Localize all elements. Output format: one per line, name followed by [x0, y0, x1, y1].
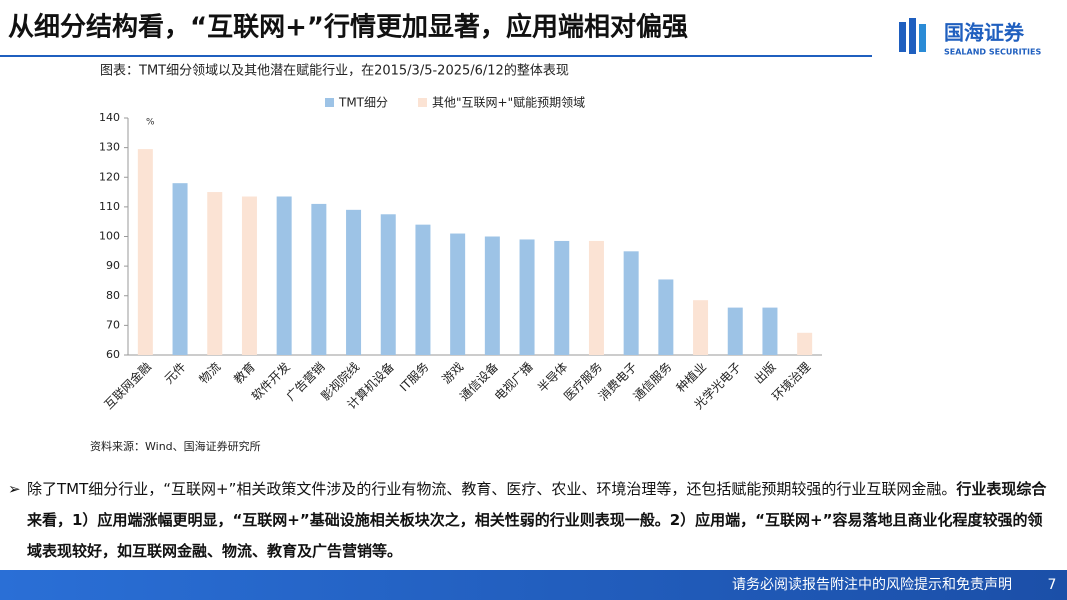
bar	[658, 279, 674, 355]
bar	[762, 307, 778, 355]
y-tick-label: 80	[106, 289, 120, 302]
bar	[241, 196, 257, 355]
bar	[311, 203, 327, 355]
bar	[450, 233, 466, 355]
legend-label: TMT细分	[338, 96, 388, 110]
x-tick-label: 环境治理	[769, 359, 814, 404]
bar	[207, 192, 223, 355]
bar	[276, 196, 292, 355]
bar	[415, 224, 431, 355]
bar	[519, 239, 535, 355]
x-tick-label: 元件	[162, 360, 189, 387]
paragraph: 除了TMT细分行业，“互联网+”相关政策文件涉及的行业有物流、教育、医疗、农业、…	[27, 474, 1048, 567]
text-segment: 除了TMT细分行业，“互联网+”相关政策文件涉及的行业有物流、教育、医疗、农业、…	[27, 480, 957, 498]
bar	[693, 300, 709, 355]
slide-title: 从细分结构看，“互联网+”行情更加显著，应用端相对偏强	[8, 12, 688, 43]
bar	[346, 209, 362, 355]
page-number: 7	[1048, 577, 1057, 593]
chart-source: 资料来源：Wind、国海证券研究所	[90, 439, 261, 453]
legend-swatch	[325, 98, 334, 107]
bar	[588, 240, 604, 355]
text-segment: 行业表现综合来看，1）应用端涨幅更明显，“互联网+”基础设施相关板块次之，相关性…	[27, 480, 1047, 560]
body-text: ➢ 除了TMT细分行业，“互联网+”相关政策文件涉及的行业有物流、教育、医疗、农业…	[8, 474, 1048, 567]
x-tick-label: 游戏	[439, 360, 466, 387]
y-tick-label: 60	[106, 348, 120, 361]
legend-label: 其他"互联网+"赋能预期领域	[432, 96, 585, 110]
y-tick-label: 120	[99, 170, 120, 183]
y-tick-label: 90	[106, 259, 120, 272]
x-tick-label: 电视广播	[491, 359, 536, 404]
bar	[727, 307, 743, 355]
y-unit: %	[146, 118, 155, 128]
bar	[623, 251, 639, 355]
footer-bar	[0, 570, 1067, 600]
x-tick-label: 通信服务	[630, 359, 675, 404]
bar	[484, 236, 500, 355]
x-tick-label: IT服务	[396, 359, 431, 394]
y-tick-label: 100	[99, 230, 120, 243]
chart-title: 图表：TMT细分领域以及其他潜在赋能行业，在2015/3/5-2025/6/12…	[100, 63, 569, 79]
y-tick-label: 130	[99, 141, 120, 154]
logo: 国海证券 SEALAND SECURITIES	[899, 18, 1041, 57]
bullet: ➢	[8, 480, 21, 498]
bar	[380, 214, 396, 355]
x-tick-label: 互联网金融	[101, 359, 154, 412]
bar	[172, 183, 188, 355]
logo-en: SEALAND SECURITIES	[944, 48, 1041, 57]
y-tick-label: 70	[106, 318, 120, 331]
x-tick-label: 物流	[196, 360, 223, 387]
bar	[797, 332, 813, 355]
x-tick-label: 教育	[230, 359, 258, 387]
legend-swatch	[418, 98, 427, 107]
bar	[137, 149, 153, 355]
y-tick-label: 110	[99, 200, 120, 213]
bar	[554, 240, 570, 355]
footer-disclaimer: 请务必阅读报告附注中的风险提示和免责声明	[732, 576, 1012, 593]
x-tick-label: 出版	[752, 360, 779, 387]
logo-cn: 国海证券	[944, 21, 1025, 45]
y-tick-label: 140	[99, 111, 120, 124]
